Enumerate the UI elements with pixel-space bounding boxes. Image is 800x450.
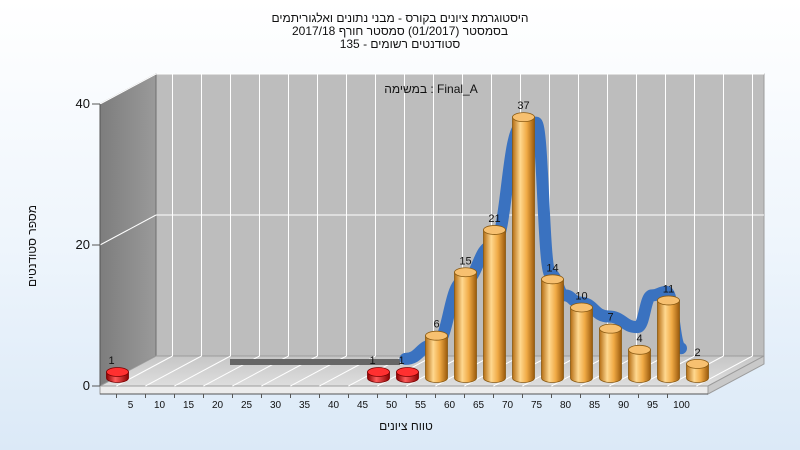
x-tick-label-0: 5 <box>128 400 134 411</box>
bar-0: 1 <box>106 355 129 383</box>
bar-body-8 <box>570 307 593 383</box>
bar-body-9 <box>599 328 622 383</box>
bar-3: 6 <box>425 319 448 383</box>
x-tick-label-18: 95 <box>647 400 659 411</box>
x-tick-label-10: 55 <box>415 400 427 411</box>
x-tick-label-9: 50 <box>386 400 398 411</box>
chart-title: היסטוגרמת ציונים בקורס - מבני נתונים ואל… <box>200 12 600 51</box>
bar-top-11 <box>657 295 680 306</box>
floor-front-edge <box>99 385 709 395</box>
bar-top-12 <box>686 358 709 369</box>
chart-title-line-3: סטודנטים רשומים - 135 <box>339 37 461 51</box>
bar-4: 15 <box>454 255 477 383</box>
x-tick-label-4: 25 <box>241 400 253 411</box>
bar-9: 7 <box>599 312 622 383</box>
x-tick-label-8: 45 <box>357 400 369 411</box>
chart-annotation: במשימה : Final_A <box>384 82 478 96</box>
bar-body-5 <box>483 229 506 383</box>
floor-side-edge <box>707 355 765 395</box>
y-axis-label: מספר סטודנטים <box>25 204 39 288</box>
bar-top-10 <box>628 344 651 355</box>
bar-body-6 <box>512 116 535 383</box>
bar-value-label-10: 4 <box>636 333 642 345</box>
x-tick-label-15: 80 <box>560 400 572 411</box>
bar-12: 2 <box>686 347 709 383</box>
bar-body-3 <box>425 335 448 383</box>
bar-value-label-6: 37 <box>517 100 529 112</box>
bar-top-4 <box>454 267 477 278</box>
bar-value-label-2: 1 <box>398 355 404 367</box>
chart-title-line-2: בסמסטר (01/2017) סמסטר חורף 2017/18 <box>291 24 509 38</box>
bar-body-10 <box>628 349 651 383</box>
x-tick-label-17: 90 <box>618 400 630 411</box>
x-tick-label-5: 30 <box>270 400 282 411</box>
bar-top-9 <box>599 323 622 334</box>
bar-1: 1 <box>367 355 390 383</box>
chart-axes <box>92 103 708 398</box>
bar-5: 21 <box>483 213 506 383</box>
left-wall-gridline-2 <box>99 73 157 105</box>
x-tick-label-2: 15 <box>183 400 195 411</box>
bar-top-8 <box>570 302 593 313</box>
x-tick-label-1: 10 <box>154 400 166 411</box>
bar-value-label-4: 15 <box>459 255 471 267</box>
floor-gridline-2 <box>174 355 231 387</box>
chart-title-line-1: היסטוגרמת ציונים בקורס - מבני נתונים ואל… <box>271 11 529 25</box>
bar-6: 37 <box>512 100 535 383</box>
bar-top-3 <box>425 330 448 341</box>
chart-tick-labels: 0 20 40 5 10 15 20 25 30 35 40 45 50 55 60 65 70 75 80 85 90… <box>76 96 691 411</box>
bar-8: 10 <box>570 291 593 383</box>
bar-7: 14 <box>541 262 564 383</box>
x-tick-label-14: 75 <box>531 400 543 411</box>
bar-body-12 <box>686 363 709 383</box>
x-axis-label: טווח ציונים <box>379 419 433 433</box>
bar-value-label-11: 11 <box>663 283 674 295</box>
floor-gridline-1 <box>145 355 202 387</box>
x-tick-label-19: 100 <box>673 400 690 411</box>
bar-value-label-0: 1 <box>108 355 114 367</box>
bar-top-1 <box>367 367 390 377</box>
bar-11: 11 <box>657 283 680 383</box>
bar-value-label-8: 10 <box>575 291 587 303</box>
bar-body-7 <box>541 278 564 383</box>
y-tick-label-1: 20 <box>76 237 90 252</box>
x-tick-label-3: 20 <box>212 400 224 411</box>
bar-top-7 <box>541 274 564 285</box>
x-tick-label-6: 35 <box>299 400 311 411</box>
bar-value-label-3: 6 <box>433 319 439 331</box>
bar-10: 4 <box>628 333 651 383</box>
bar-2: 1 <box>396 355 419 383</box>
bar-top-2 <box>396 367 419 377</box>
bar-value-label-7: 14 <box>546 262 558 274</box>
y-tick-label-0: 0 <box>83 378 90 393</box>
bar-top-6 <box>512 112 535 123</box>
bar-value-label-12: 2 <box>694 347 700 359</box>
bar-value-label-1: 1 <box>369 355 375 367</box>
x-tick-label-11: 60 <box>444 400 456 411</box>
y-tick-label-2: 40 <box>76 96 90 111</box>
left-wall-gridline-1 <box>99 214 157 246</box>
x-tick-label-12: 65 <box>473 400 485 411</box>
bar-top-0 <box>106 367 129 377</box>
bar-value-label-5: 21 <box>488 213 500 225</box>
bar-body-4 <box>454 271 477 383</box>
bar-body-11 <box>657 300 680 383</box>
bar-top-5 <box>483 225 506 235</box>
x-tick-label-13: 70 <box>502 400 514 411</box>
x-tick-label-7: 40 <box>328 400 340 411</box>
bar-value-label-9: 7 <box>607 312 613 324</box>
x-tick-label-16: 85 <box>589 400 601 411</box>
